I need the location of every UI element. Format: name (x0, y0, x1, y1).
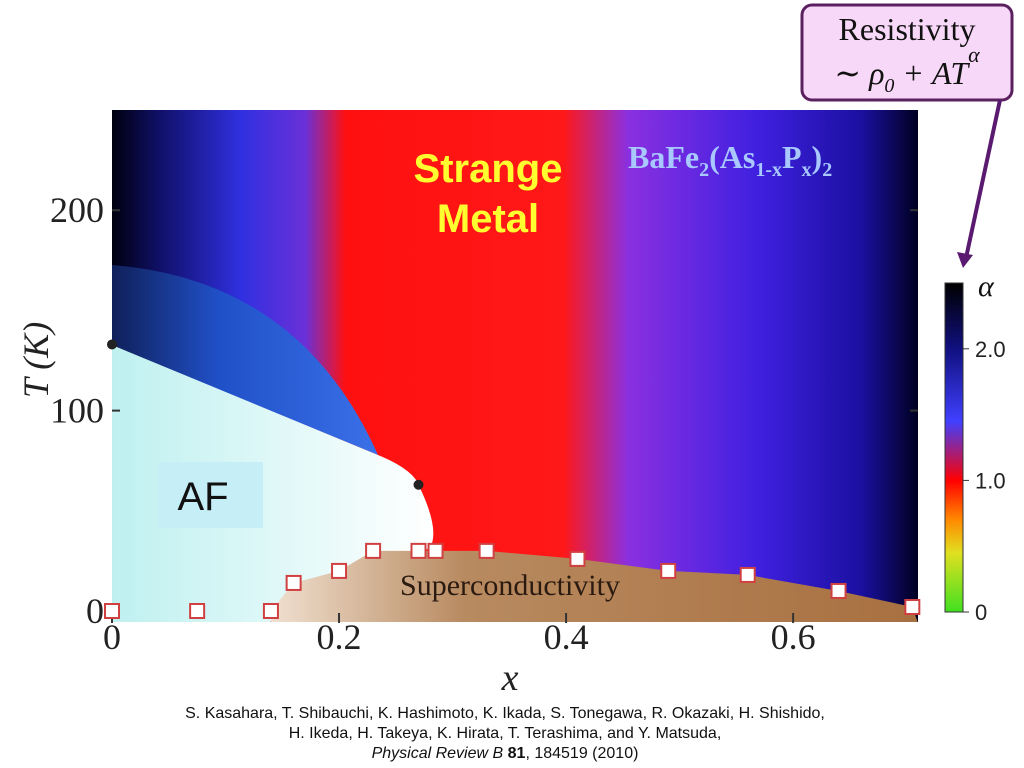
tc-point (478, 542, 495, 559)
af-label: AF (177, 475, 228, 519)
y-tick-label: 200 (50, 190, 104, 230)
tc-point (331, 562, 348, 579)
x-tick-label: 0.4 (544, 617, 589, 657)
tc-point (904, 598, 921, 615)
tc-point (365, 542, 382, 559)
tc-point (569, 550, 586, 567)
strange-metal-label: Metal (437, 197, 539, 241)
colorbar-tick-label: 1.0 (975, 468, 1006, 493)
tc-point (427, 542, 444, 559)
pages: , 184519 (2010) (525, 745, 638, 762)
callout-arrow (964, 99, 1002, 259)
colorbar-label: α (978, 270, 995, 303)
formula-part: + AT (894, 55, 970, 91)
af-region (112, 345, 434, 622)
tc-point (285, 574, 302, 591)
compound-part: ) (812, 139, 823, 175)
tc-point (830, 582, 847, 599)
x-tick-label: 0.6 (771, 617, 816, 657)
journal: Physical Review B (372, 745, 504, 762)
sc-label: Superconductivity (400, 569, 620, 602)
callout-box (800, 3, 1014, 102)
compound-label: BaFe2(As1-xPx)2 (628, 139, 832, 181)
tc-point (660, 562, 677, 579)
tn-point (107, 339, 117, 350)
x-tick-label: 0 (103, 617, 121, 657)
x-tick-label: 0.2 (317, 617, 362, 657)
formula-part: α (968, 42, 980, 67)
citation-line: S. Kasahara, T. Shibauchi, K. Hashimoto,… (185, 705, 825, 722)
formula-part: ∼ ρ (834, 55, 884, 91)
compound-part: 1-x (755, 159, 782, 181)
colorbar-tick-label: 0 (975, 600, 987, 625)
callout-formula: ∼ ρ0 + ATα (834, 42, 980, 97)
y-tick-label: 0 (86, 591, 104, 631)
volume: 81 (508, 745, 526, 762)
colorbar-tick-label: 2.0 (975, 337, 1006, 362)
strange-metal-label: Strange (414, 147, 563, 191)
x-axis-label: x (501, 657, 519, 699)
heatmap (112, 110, 918, 622)
colorbar (944, 282, 964, 613)
formula-part: 0 (884, 75, 894, 97)
y-axis-label: T (K) (16, 322, 56, 398)
compound-part: 2 (699, 159, 709, 181)
tc-point (104, 603, 120, 619)
sc-region (270, 550, 918, 622)
citation-line: H. Ikeda, H. Takeya, K. Hirata, T. Teras… (289, 725, 722, 742)
tc-point (262, 603, 279, 619)
af-label-box (158, 462, 263, 528)
arrow-head (957, 252, 973, 268)
tc-point (410, 542, 427, 559)
y-tick-label: 100 (50, 391, 104, 431)
dome-region (112, 265, 378, 455)
tc-point (739, 566, 756, 583)
compound-part: 2 (822, 159, 832, 181)
callout-title: Resistivity (839, 11, 976, 47)
tn-point (413, 479, 424, 490)
tc-point (189, 603, 206, 619)
compound-part: BaFe (628, 139, 699, 175)
compound-part: x (802, 159, 812, 181)
citation-line: Physical Review B 81, 184519 (2010) (372, 745, 639, 762)
compound-part: P (782, 139, 802, 175)
compound-part: (As (709, 139, 755, 175)
